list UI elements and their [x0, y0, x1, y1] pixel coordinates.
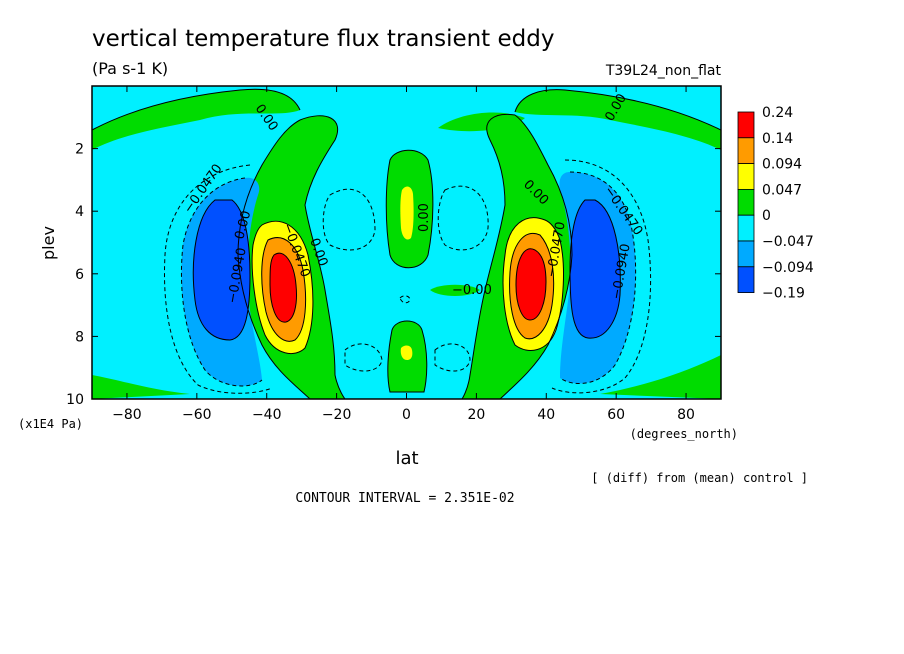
colorbar-label: −0.047 — [762, 234, 814, 250]
contour-field — [92, 86, 721, 399]
contour-label: −0.00 — [452, 283, 492, 298]
colorbar-label: 0.24 — [762, 105, 793, 121]
plot-area: 0.00 0.00 −0.0470 −0.0940 0.00 −0.0470 0… — [91, 85, 722, 400]
colorbar: 0.24 0.14 0.094 0.047 0 −0.047 −0.094 −0.19 — [737, 105, 814, 302]
positive-region — [430, 284, 480, 296]
colorbar-label: 0.14 — [762, 131, 793, 147]
colorbar-swatch — [737, 266, 755, 293]
y-axis: 2 4 6 8 10 — [66, 142, 721, 408]
positive-region — [92, 89, 300, 150]
x-axis: −80 −60 −40 −20 0 20 40 60 80 — [112, 86, 695, 423]
colorbar-swatch — [737, 111, 755, 139]
y-axis-units: (x1E4 Pa) — [18, 417, 83, 431]
colorbar-label: 0.094 — [762, 157, 802, 173]
y-tick-label: 2 — [75, 142, 84, 158]
footnote: [ (diff) from (mean) control ] — [591, 471, 808, 485]
chart-units: (Pa s-1 K) — [92, 59, 168, 78]
y-tick-label: 4 — [75, 204, 84, 220]
colorbar-swatch — [737, 163, 755, 190]
x-tick-label: −60 — [182, 407, 212, 423]
x-tick-label: 60 — [607, 407, 625, 423]
negative-region — [193, 200, 250, 340]
colorbar-label: −0.19 — [762, 286, 805, 302]
y-axis-label: plev — [39, 226, 58, 260]
x-axis-label: lat — [395, 448, 418, 469]
x-tick-label: 20 — [467, 407, 485, 423]
colorbar-swatch — [737, 214, 755, 242]
x-axis-units: (degrees_north) — [630, 427, 738, 441]
chart-title: vertical temperature flux transient eddy — [92, 26, 554, 52]
negative-region — [570, 200, 621, 339]
contour-label: 0.00 — [417, 203, 432, 232]
colorbar-swatch — [737, 188, 755, 216]
colorbar-swatch — [737, 137, 755, 165]
colorbar-swatch — [737, 240, 755, 268]
contour-interval: CONTOUR INTERVAL = 2.351E-02 — [295, 491, 514, 506]
positive-region — [516, 248, 546, 320]
colorbar-label: −0.094 — [762, 260, 814, 276]
positive-region — [600, 355, 721, 399]
x-tick-label: −20 — [322, 407, 352, 423]
x-tick-label: 40 — [537, 407, 555, 423]
contour-label: 0.00 — [232, 209, 254, 241]
colorbar-label: 0 — [762, 208, 771, 224]
positive-region — [92, 375, 190, 399]
contour-lines — [92, 88, 721, 399]
run-label: T39L24_non_flat — [605, 63, 722, 79]
x-tick-label: −40 — [252, 407, 282, 423]
x-tick-label: 0 — [402, 407, 411, 423]
negative-contour-lines — [164, 159, 652, 394]
x-tick-label: 80 — [677, 407, 695, 423]
x-tick-label: −80 — [112, 407, 142, 423]
positive-region — [270, 253, 297, 323]
colorbar-label: 0.047 — [762, 182, 802, 198]
positive-region — [400, 186, 414, 240]
positive-region — [515, 89, 721, 150]
y-tick-label: 8 — [75, 329, 84, 345]
positive-region — [400, 345, 413, 360]
y-tick-label: 6 — [75, 267, 84, 283]
y-tick-label: 10 — [66, 392, 84, 408]
